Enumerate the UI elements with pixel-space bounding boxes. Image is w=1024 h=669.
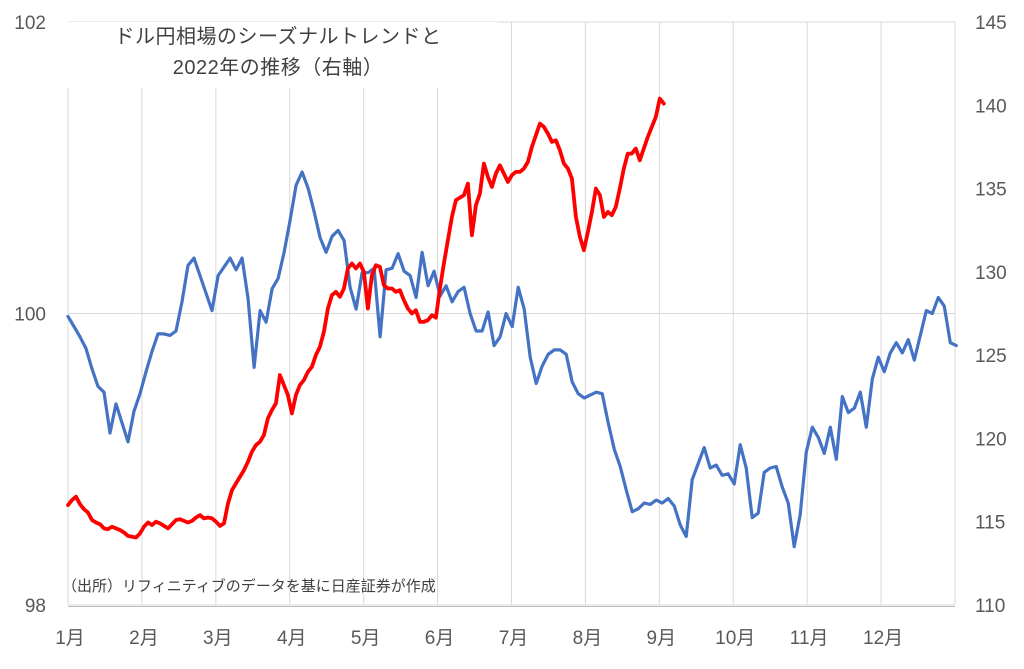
chart-title-line2: 2022年の推移（右軸） bbox=[172, 57, 384, 79]
chart-title-line1: ドル円相場のシーズナルトレンドと bbox=[114, 26, 442, 48]
x-axis-tick-label: 11月 bbox=[790, 628, 829, 649]
series-lines bbox=[66, 96, 958, 549]
x-axis-tick-label: 1月 bbox=[55, 628, 85, 649]
x-axis-tick-label: 4月 bbox=[277, 628, 307, 649]
right-axis-tick-label: 145 bbox=[975, 13, 1007, 34]
right-axis-tick-label: 120 bbox=[975, 429, 1007, 450]
x-axis-tick-label: 7月 bbox=[499, 628, 529, 649]
axis-tick-labels: 98 100 102 110 115 120 125 130 135 140 145 1月 2月 3月 4月… bbox=[14, 13, 1006, 649]
x-axis-tick-label: 3月 bbox=[203, 628, 233, 649]
right-axis-tick-label: 125 bbox=[975, 346, 1007, 367]
x-axis-tick-label: 10月 bbox=[715, 628, 755, 649]
series-line-usdjpy-2022 bbox=[66, 96, 666, 540]
x-axis-tick-label: 8月 bbox=[573, 628, 603, 649]
left-axis-tick-label: 100 bbox=[14, 305, 46, 326]
right-axis-tick-label: 110 bbox=[975, 596, 1005, 617]
chart-title: ドル円相場のシーズナルトレンドと 2022年の推移（右軸） bbox=[58, 22, 498, 88]
series-line-seasonal-trend bbox=[66, 170, 958, 549]
x-axis-tick-label: 12月 bbox=[863, 628, 903, 649]
right-axis-tick-label: 140 bbox=[975, 96, 1007, 117]
left-axis-tick-label: 98 bbox=[25, 596, 46, 617]
right-axis-tick-label: 135 bbox=[975, 180, 1007, 201]
right-axis-tick-label: 130 bbox=[975, 263, 1007, 284]
x-axis-tick-label: 5月 bbox=[351, 628, 381, 649]
x-axis-tick-label: 2月 bbox=[129, 628, 159, 649]
source-note: （出所）リフィニティブのデータを基に日産証券が作成 bbox=[62, 578, 436, 595]
x-axis-tick-label: 9月 bbox=[647, 628, 677, 649]
right-axis-tick-label: 115 bbox=[975, 513, 1005, 534]
left-axis-tick-label: 102 bbox=[14, 13, 46, 34]
x-axis-tick-label: 6月 bbox=[425, 628, 455, 649]
